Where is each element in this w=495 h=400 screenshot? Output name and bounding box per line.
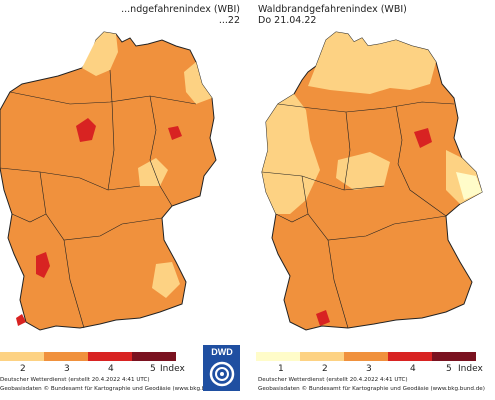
left-legend xyxy=(0,352,176,361)
left-map-title: ...ndgefahrenindex (WBI) xyxy=(121,4,240,15)
left-credit-line-2: Geobasisdaten © Bundesamt für Kartograph… xyxy=(0,386,227,392)
left-map-date: ...22 xyxy=(218,15,240,26)
low-zone-east xyxy=(456,172,482,200)
right-map-date: Do 21.04.22 xyxy=(258,15,317,26)
right-germany-map xyxy=(261,31,483,331)
right-legend xyxy=(256,352,476,361)
left-credit-line-1: Deutscher Wetterdienst (erstellt 20.4.20… xyxy=(0,377,150,383)
legend-swatch-level-2 xyxy=(0,352,44,361)
legend-label-5: 5 xyxy=(446,364,452,374)
legend-swatch-level-5 xyxy=(132,352,176,361)
legend-swatch-level-3 xyxy=(344,352,388,361)
right-credit-line-2: Geobasisdaten © Bundesamt für Kartograph… xyxy=(258,386,485,392)
moderate-zone-north xyxy=(82,32,118,76)
high-zone-hesse xyxy=(76,118,96,142)
legend-swatch-level-1 xyxy=(256,352,300,361)
germany-shape xyxy=(0,31,217,331)
dwd-logo: DWD xyxy=(203,345,240,391)
moderate-zone-west xyxy=(262,94,320,214)
moderate-zone-south xyxy=(152,262,180,298)
legend-label-3: 3 xyxy=(366,364,372,374)
right-map-panel: Waldbrandgefahrenindex (WBI) Do 21.04.22… xyxy=(250,0,495,400)
right-map-title: Waldbrandgefahrenindex (WBI) xyxy=(258,4,407,15)
high-zone-east xyxy=(414,128,432,148)
legend-label-4: 4 xyxy=(108,364,114,374)
legend-label-2: 2 xyxy=(322,364,328,374)
high-zone-east xyxy=(168,126,182,140)
left-map-panel: ...ndgefahrenindex (WBI) ...22 2 3 4 5 I… xyxy=(0,0,240,400)
moderate-zone-center xyxy=(138,158,168,186)
moderate-zone-north xyxy=(308,32,436,94)
dwd-logo-text: DWD xyxy=(211,347,233,357)
high-zone-southwest xyxy=(316,310,330,326)
legend-swatch-level-4 xyxy=(88,352,132,361)
legend-label-2: 2 xyxy=(20,364,26,374)
state-borders xyxy=(261,101,455,329)
state-borders xyxy=(0,69,197,329)
legend-swatch-level-2 xyxy=(300,352,344,361)
high-zone-southwest xyxy=(16,314,26,326)
legend-label-1: 1 xyxy=(278,364,284,374)
legend-label-3: 3 xyxy=(64,364,70,374)
right-credit-line-1: Deutscher Wetterdienst (erstellt 20.4.20… xyxy=(258,377,408,383)
legend-label-4: 4 xyxy=(410,364,416,374)
legend-swatch-level-3 xyxy=(44,352,88,361)
legend-label-5: 5 xyxy=(150,364,156,374)
moderate-zone-east xyxy=(184,62,212,104)
high-zone-rhine xyxy=(36,252,50,278)
legend-swatch-level-5 xyxy=(432,352,476,361)
left-germany-map xyxy=(0,31,217,331)
legend-label-index: Index xyxy=(458,364,483,374)
moderate-zone-center xyxy=(336,152,390,190)
legend-label-index: Index xyxy=(160,364,185,374)
dwd-logo-icon xyxy=(209,361,235,387)
legend-swatch-level-4 xyxy=(388,352,432,361)
